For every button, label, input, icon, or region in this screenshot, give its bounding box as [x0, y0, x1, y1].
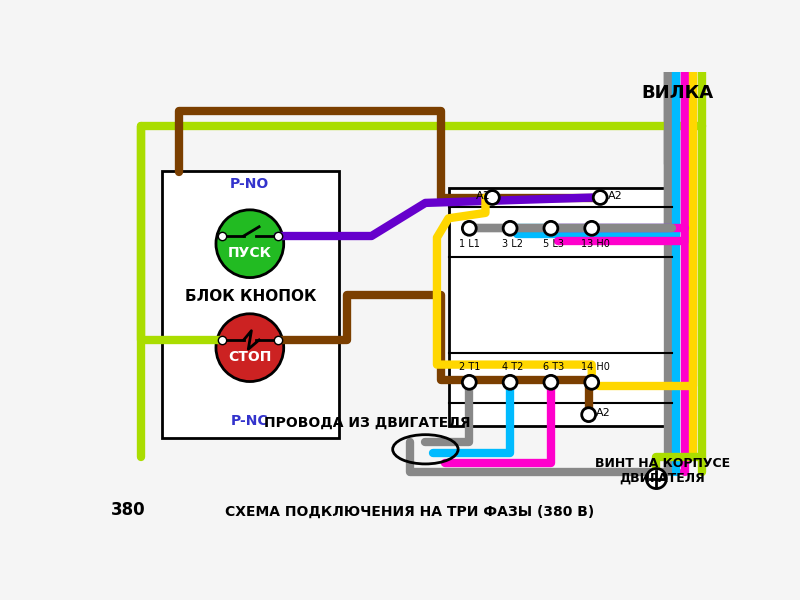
Circle shape [544, 221, 558, 235]
Text: ВИЛКА: ВИЛКА [641, 83, 713, 101]
Text: 380: 380 [111, 500, 146, 518]
Text: 13 H0: 13 H0 [581, 239, 610, 249]
Circle shape [216, 210, 284, 278]
Circle shape [594, 191, 607, 205]
Text: 4 T2: 4 T2 [502, 362, 524, 371]
Text: A2: A2 [608, 191, 622, 201]
Text: ПРОВОДА ИЗ ДВИГАТЕЛЯ: ПРОВОДА ИЗ ДВИГАТЕЛЯ [264, 415, 470, 430]
Bar [162, 170, 339, 438]
Text: P-NO: P-NO [230, 178, 270, 191]
Circle shape [585, 221, 598, 235]
Text: 5 L3: 5 L3 [543, 239, 564, 249]
Text: 14 H0: 14 H0 [581, 362, 610, 371]
Circle shape [544, 376, 558, 389]
Circle shape [216, 314, 284, 382]
Text: СТОП: СТОП [228, 350, 271, 364]
Circle shape [503, 221, 517, 235]
Text: БЛОК КНОПОК: БЛОК КНОПОК [185, 289, 316, 304]
Text: 1 L1: 1 L1 [458, 239, 479, 249]
Bar [449, 187, 672, 426]
Text: ПУСК: ПУСК [228, 246, 272, 260]
Circle shape [462, 221, 476, 235]
Circle shape [462, 376, 476, 389]
Text: 3 L2: 3 L2 [502, 239, 523, 249]
Circle shape [503, 376, 517, 389]
Text: ВИНТ НА КОРПУСЕ
ДВИГАТЕЛЯ: ВИНТ НА КОРПУСЕ ДВИГАТЕЛЯ [594, 457, 730, 485]
Text: A2: A2 [596, 408, 611, 418]
Text: 2 T1: 2 T1 [458, 362, 480, 371]
Text: A1: A1 [475, 191, 490, 201]
Circle shape [646, 469, 666, 488]
Circle shape [582, 408, 595, 422]
Text: 6 T3: 6 T3 [543, 362, 565, 371]
Text: СХЕМА ПОДКЛЮЧЕНИЯ НА ТРИ ФАЗЫ (380 В): СХЕМА ПОДКЛЮЧЕНИЯ НА ТРИ ФАЗЫ (380 В) [226, 505, 594, 518]
Circle shape [486, 191, 499, 205]
Text: P-NC: P-NC [231, 414, 269, 428]
Circle shape [585, 376, 598, 389]
